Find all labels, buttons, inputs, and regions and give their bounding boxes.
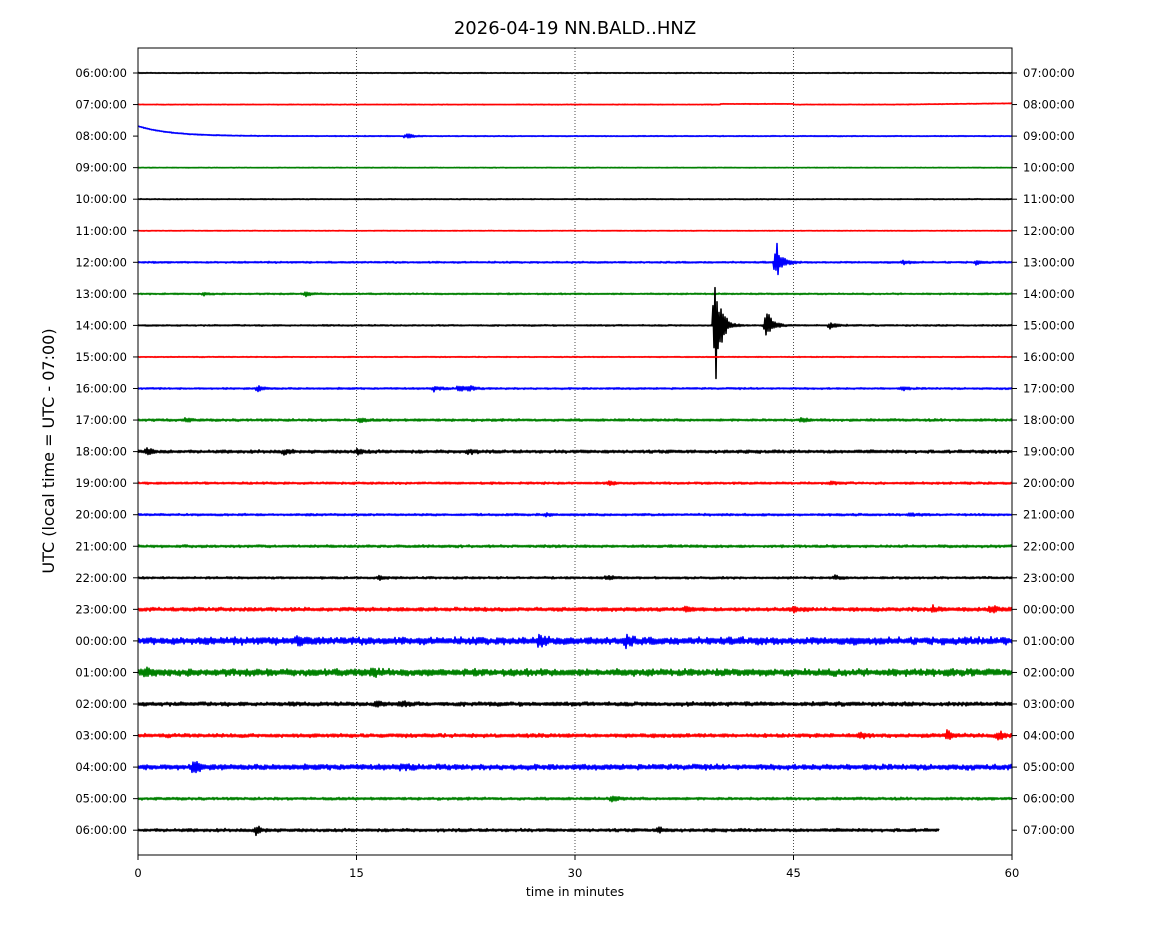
left-tick-label: 04:00:00 xyxy=(75,760,127,774)
trace-170000-row11 xyxy=(137,417,1013,424)
trace-100000-row4 xyxy=(137,197,1013,201)
chart-title: 2026-04-19 NN.BALD..HNZ xyxy=(454,18,696,39)
trace-230000-row17 xyxy=(137,604,1013,614)
left-tick-label: 17:00:00 xyxy=(75,413,127,427)
left-tick-label: 00:00:00 xyxy=(75,634,127,648)
trace-010000-row19 xyxy=(137,666,1013,679)
left-tick-label: 08:00:00 xyxy=(75,129,127,143)
left-tick-label: 09:00:00 xyxy=(75,161,127,175)
x-tick-label: 0 xyxy=(134,866,141,880)
right-time-axis: 07:00:00 08:00:00 09:00:00 10:00:00 11:00:00… xyxy=(1012,66,1075,837)
vertical-gridlines xyxy=(356,48,794,855)
trace-200000-row14 xyxy=(137,512,1013,518)
trace-150000-row9 xyxy=(137,355,1013,359)
right-tick-label: 15:00:00 xyxy=(1023,318,1075,332)
trace-110000-row5 xyxy=(137,229,1013,232)
x-tick-label: 30 xyxy=(568,866,583,880)
right-tick-label: 06:00:00 xyxy=(1023,792,1075,806)
left-tick-label: 22:00:00 xyxy=(75,571,127,585)
left-time-axis: 06:00:00 07:00:00 08:00:00 09:00:00 10:00:00… xyxy=(75,66,138,837)
trace-030000-row21 xyxy=(137,729,1013,741)
right-tick-label: 18:00:00 xyxy=(1023,413,1075,427)
left-tick-label: 12:00:00 xyxy=(75,255,127,269)
x-axis: 0 15 30 45 60 xyxy=(134,855,1019,880)
left-tick-label: 20:00:00 xyxy=(75,508,127,522)
trace-180000-row12 xyxy=(137,447,1013,456)
trace-050000-row23 xyxy=(137,795,1013,803)
y-axis-label: UTC (local time = UTC - 07:00) xyxy=(39,328,58,573)
left-tick-label: 14:00:00 xyxy=(75,318,127,332)
trace-070000-row1 xyxy=(137,102,1013,106)
right-tick-label: 20:00:00 xyxy=(1023,476,1075,490)
trace-060000-row0 xyxy=(137,71,1013,75)
left-tick-label: 16:00:00 xyxy=(75,382,127,396)
left-tick-label: 02:00:00 xyxy=(75,697,127,711)
left-tick-label: 03:00:00 xyxy=(75,729,127,743)
left-tick-label: 01:00:00 xyxy=(75,665,127,679)
trace-080000-row2 xyxy=(137,125,1013,139)
trace-160000-row10 xyxy=(137,385,1013,393)
right-tick-label: 23:00:00 xyxy=(1023,571,1075,585)
right-tick-label: 05:00:00 xyxy=(1023,760,1075,774)
x-tick-label: 45 xyxy=(786,866,801,880)
trace-090000-row3 xyxy=(137,166,1013,169)
right-tick-label: 10:00:00 xyxy=(1023,161,1075,175)
left-tick-label: 07:00:00 xyxy=(75,98,127,112)
right-tick-label: 16:00:00 xyxy=(1023,350,1075,364)
x-tick-label: 15 xyxy=(349,866,364,880)
right-tick-label: 13:00:00 xyxy=(1023,255,1075,269)
right-tick-label: 19:00:00 xyxy=(1023,445,1075,459)
left-tick-label: 18:00:00 xyxy=(75,445,127,459)
x-axis-label: time in minutes xyxy=(526,884,624,899)
left-tick-label: 10:00:00 xyxy=(75,192,127,206)
right-tick-label: 21:00:00 xyxy=(1023,508,1075,522)
right-tick-label: 08:00:00 xyxy=(1023,98,1075,112)
right-tick-label: 12:00:00 xyxy=(1023,224,1075,238)
trace-120000-row6 xyxy=(137,242,1013,276)
left-tick-label: 11:00:00 xyxy=(75,224,127,238)
left-tick-label: 05:00:00 xyxy=(75,792,127,806)
left-tick-label: 23:00:00 xyxy=(75,602,127,616)
right-tick-label: 02:00:00 xyxy=(1023,665,1075,679)
trace-000000-row18 xyxy=(137,633,1013,650)
right-tick-label: 11:00:00 xyxy=(1023,192,1075,206)
right-tick-label: 01:00:00 xyxy=(1023,634,1075,648)
left-tick-label: 19:00:00 xyxy=(75,476,127,490)
x-tick-label: 60 xyxy=(1005,866,1020,880)
right-tick-label: 14:00:00 xyxy=(1023,287,1075,301)
left-tick-label: 15:00:00 xyxy=(75,350,127,364)
right-tick-label: 09:00:00 xyxy=(1023,129,1075,143)
trace-040000-row22 xyxy=(137,760,1013,774)
left-tick-label: 06:00:00 xyxy=(75,823,127,837)
trace-220000-row16 xyxy=(137,574,1013,581)
left-tick-label: 13:00:00 xyxy=(75,287,127,301)
right-tick-label: 04:00:00 xyxy=(1023,729,1075,743)
right-tick-label: 07:00:00 xyxy=(1023,823,1075,837)
right-tick-label: 22:00:00 xyxy=(1023,539,1075,553)
right-tick-label: 00:00:00 xyxy=(1023,602,1075,616)
trace-190000-row13 xyxy=(137,480,1013,487)
seismic-traces xyxy=(137,71,1013,837)
right-tick-label: 07:00:00 xyxy=(1023,66,1075,80)
left-tick-label: 06:00:00 xyxy=(75,66,127,80)
right-tick-label: 17:00:00 xyxy=(1023,382,1075,396)
trace-210000-row15 xyxy=(137,544,1013,549)
trace-140000-row8 xyxy=(137,286,1013,380)
left-tick-label: 21:00:00 xyxy=(75,539,127,553)
trace-130000-row7 xyxy=(137,291,1013,298)
right-tick-label: 03:00:00 xyxy=(1023,697,1075,711)
trace-060000-row24 xyxy=(137,825,940,837)
trace-020000-row20 xyxy=(137,700,1013,708)
